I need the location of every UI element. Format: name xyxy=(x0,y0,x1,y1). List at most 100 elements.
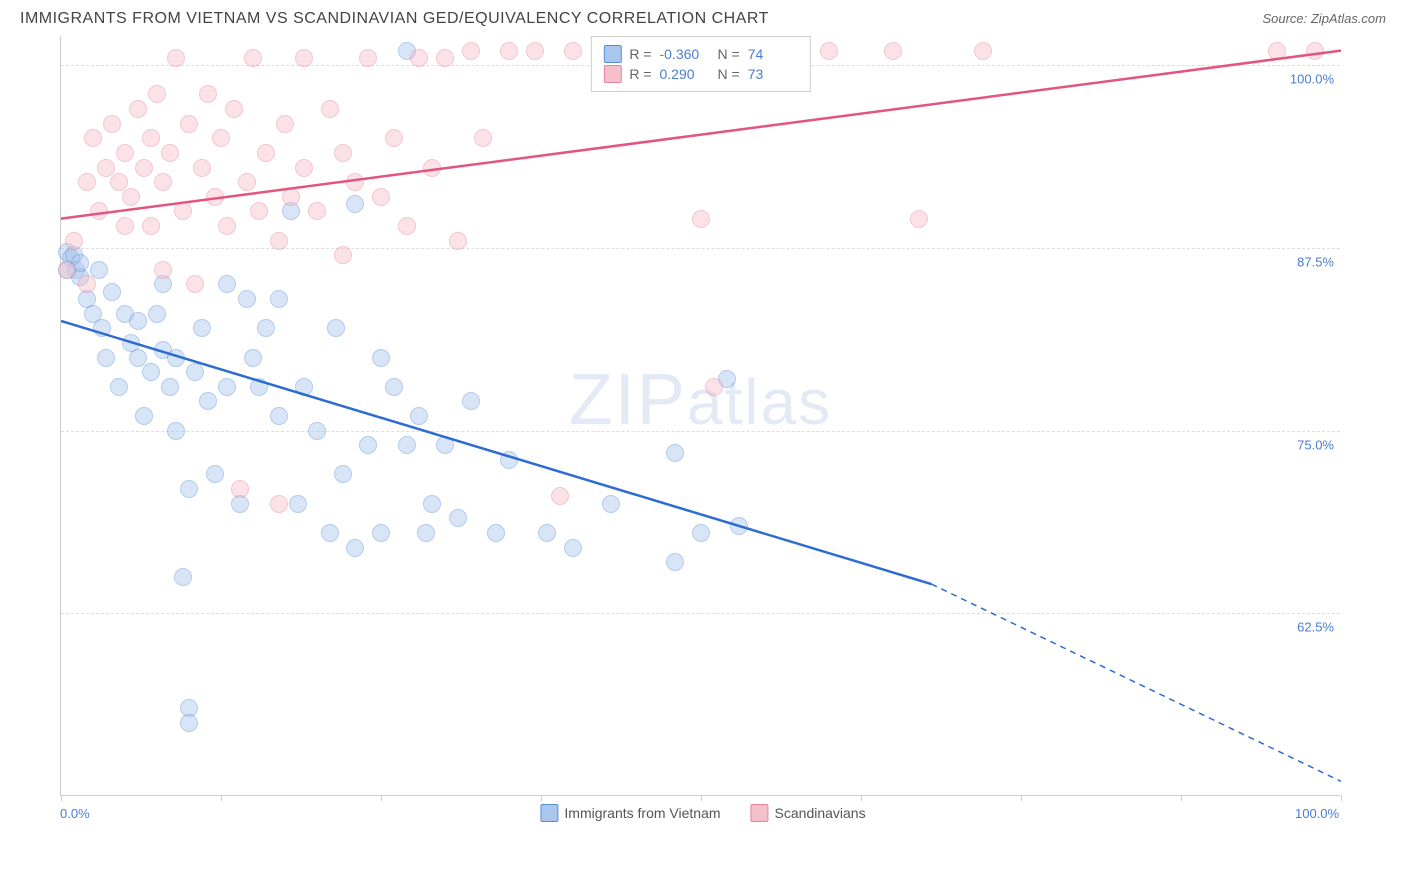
data-point xyxy=(174,568,192,586)
data-point xyxy=(346,539,364,557)
data-point xyxy=(180,115,198,133)
data-point xyxy=(84,129,102,147)
legend-label: Scandinavians xyxy=(775,805,866,821)
gridline xyxy=(61,613,1340,614)
data-point xyxy=(199,392,217,410)
legend-swatch xyxy=(751,804,769,822)
data-point xyxy=(1268,42,1286,60)
data-point xyxy=(161,144,179,162)
legend-item: Immigrants from Vietnam xyxy=(540,804,720,822)
data-point xyxy=(186,363,204,381)
stats-box: R =-0.360N =74R =0.290N =73 xyxy=(590,36,810,92)
gridline xyxy=(61,248,1340,249)
data-point xyxy=(910,210,928,228)
stat-n-value: 74 xyxy=(748,46,798,62)
x-tick xyxy=(381,795,382,801)
data-point xyxy=(359,49,377,67)
gridline xyxy=(61,431,1340,432)
data-point xyxy=(334,144,352,162)
data-point xyxy=(193,319,211,337)
data-point xyxy=(474,129,492,147)
data-point xyxy=(487,524,505,542)
data-point xyxy=(327,319,345,337)
legend-item: Scandinavians xyxy=(751,804,866,822)
data-point xyxy=(308,202,326,220)
data-point xyxy=(270,495,288,513)
data-point xyxy=(212,129,230,147)
chart-title: IMMIGRANTS FROM VIETNAM VS SCANDINAVIAN … xyxy=(20,10,769,28)
watermark: ZIPatlas xyxy=(569,359,832,441)
x-tick xyxy=(1021,795,1022,801)
data-point xyxy=(135,159,153,177)
stat-r-label: R = xyxy=(629,46,651,62)
data-point xyxy=(142,129,160,147)
legend-label: Immigrants from Vietnam xyxy=(564,805,720,821)
data-point xyxy=(270,232,288,250)
data-point xyxy=(974,42,992,60)
data-point xyxy=(385,378,403,396)
data-point xyxy=(295,159,313,177)
x-tick xyxy=(1341,795,1342,801)
data-point xyxy=(359,436,377,454)
data-point xyxy=(334,465,352,483)
y-tick-label: 75.0% xyxy=(1297,437,1334,452)
data-point xyxy=(90,202,108,220)
legend-swatch xyxy=(603,65,621,83)
data-point xyxy=(110,173,128,191)
data-point xyxy=(257,319,275,337)
data-point xyxy=(142,363,160,381)
data-point xyxy=(666,553,684,571)
data-point xyxy=(564,539,582,557)
data-point xyxy=(692,210,710,228)
chart-container: GED/Equivalency ZIPatlas 62.5%75.0%87.5%… xyxy=(10,36,1396,846)
x-tick xyxy=(541,795,542,801)
data-point xyxy=(423,159,441,177)
data-point xyxy=(289,495,307,513)
data-point xyxy=(564,42,582,60)
data-point xyxy=(199,85,217,103)
data-point xyxy=(334,246,352,264)
data-point xyxy=(410,407,428,425)
plot-area: ZIPatlas 62.5%75.0%87.5%100.0%R =-0.360N… xyxy=(60,36,1340,796)
x-tick xyxy=(61,795,62,801)
stat-n-value: 73 xyxy=(748,66,798,82)
data-point xyxy=(116,217,134,235)
data-point xyxy=(93,319,111,337)
data-point xyxy=(122,188,140,206)
x-tick xyxy=(701,795,702,801)
y-tick-label: 100.0% xyxy=(1290,72,1334,87)
x-tick xyxy=(1181,795,1182,801)
data-point xyxy=(820,42,838,60)
data-point xyxy=(270,290,288,308)
data-point xyxy=(218,275,236,293)
data-point xyxy=(526,42,544,60)
data-point xyxy=(167,422,185,440)
stat-r-value: 0.290 xyxy=(660,66,710,82)
data-point xyxy=(231,480,249,498)
data-point xyxy=(449,509,467,527)
data-point xyxy=(103,283,121,301)
data-point xyxy=(462,392,480,410)
bottom-legend: Immigrants from Vietnam Scandinavians xyxy=(540,804,865,822)
data-point xyxy=(398,217,416,235)
data-point xyxy=(142,217,160,235)
data-point xyxy=(154,261,172,279)
data-point xyxy=(1306,42,1324,60)
data-point xyxy=(97,349,115,367)
data-point xyxy=(321,524,339,542)
data-point xyxy=(276,115,294,133)
data-point xyxy=(346,173,364,191)
data-point xyxy=(148,305,166,323)
data-point xyxy=(257,144,275,162)
data-point xyxy=(417,524,435,542)
data-point xyxy=(282,188,300,206)
data-point xyxy=(884,42,902,60)
stat-r-value: -0.360 xyxy=(660,46,710,62)
data-point xyxy=(174,202,192,220)
data-point xyxy=(167,349,185,367)
y-tick-label: 62.5% xyxy=(1297,620,1334,635)
data-point xyxy=(295,378,313,396)
stats-row: R =-0.360N =74 xyxy=(603,45,797,63)
data-point xyxy=(423,495,441,513)
data-point xyxy=(398,436,416,454)
